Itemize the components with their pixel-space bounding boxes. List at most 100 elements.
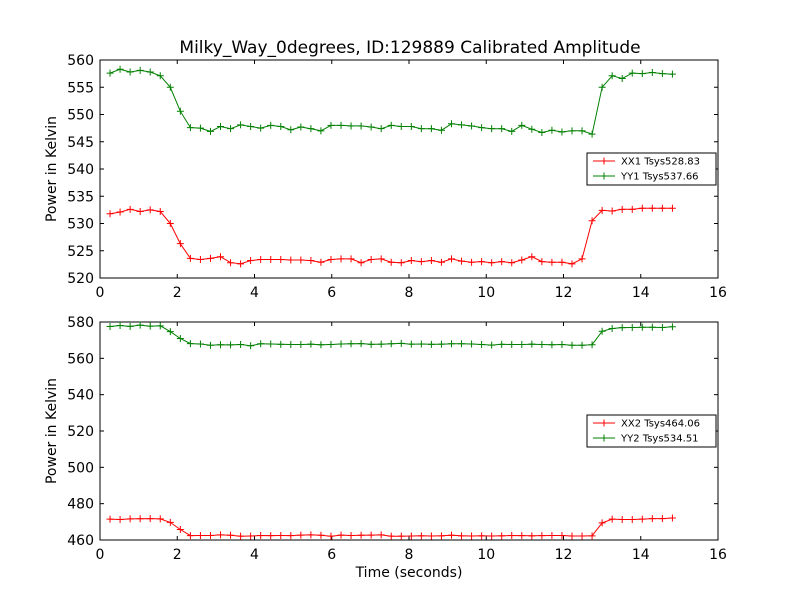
data-point <box>447 255 455 263</box>
x-tick-label: 14 <box>632 285 650 301</box>
data-point <box>598 519 606 527</box>
data-point <box>548 126 556 134</box>
data-point <box>156 72 164 80</box>
data-point <box>166 518 174 526</box>
data-point <box>377 531 385 539</box>
data-point <box>206 341 214 349</box>
data-point <box>558 341 566 349</box>
data-point <box>498 532 506 540</box>
data-point <box>548 341 556 349</box>
data-point <box>257 255 265 263</box>
series-1 <box>106 204 676 268</box>
data-point <box>618 515 626 523</box>
data-point <box>417 340 425 348</box>
data-point <box>638 70 646 78</box>
top-panel: 0 2 4 6 8 10 12 14 16 520 525 530 535 540 545 550 555 560… <box>44 53 727 301</box>
data-point <box>206 127 214 135</box>
data-point <box>227 125 235 133</box>
x-tick-label: 16 <box>709 285 727 301</box>
data-point <box>538 128 546 136</box>
bottom-panel: 0 2 4 6 8 10 12 14 16 460 480 500 520 540 560 580 Power … <box>44 315 727 581</box>
data-point <box>468 258 476 266</box>
data-point <box>538 532 546 540</box>
data-point <box>578 127 586 135</box>
data-point <box>287 256 295 264</box>
data-point <box>618 205 626 213</box>
data-point <box>277 340 285 348</box>
data-point <box>196 124 204 132</box>
data-point <box>478 532 486 540</box>
data-point <box>227 259 235 267</box>
x-tick-label: 0 <box>96 547 105 563</box>
data-point <box>297 256 305 264</box>
data-point <box>437 126 445 134</box>
y-axis-label: Power in Kelvin <box>44 378 60 484</box>
data-point <box>518 256 526 264</box>
x-tick-label: 10 <box>477 285 495 301</box>
data-point <box>417 125 425 133</box>
data-point <box>196 340 204 348</box>
data-point <box>658 204 666 212</box>
data-point <box>357 340 365 348</box>
data-point <box>126 68 134 76</box>
data-point <box>407 122 415 130</box>
data-point <box>166 83 174 91</box>
data-point <box>247 122 255 130</box>
data-point <box>116 321 124 329</box>
legend-label: YY1 Tsys537.66 <box>620 172 699 183</box>
data-point <box>317 127 325 135</box>
x-tick-label: 16 <box>709 547 727 563</box>
data-point <box>377 255 385 263</box>
data-point <box>668 323 676 331</box>
data-point <box>307 125 315 133</box>
data-point <box>538 258 546 266</box>
data-point <box>237 260 245 268</box>
data-point <box>347 531 355 539</box>
data-point <box>638 204 646 212</box>
data-point <box>407 257 415 265</box>
data-point <box>307 257 315 265</box>
data-point <box>217 341 225 349</box>
data-point <box>608 325 616 333</box>
data-point <box>146 68 154 76</box>
series-2 <box>106 65 676 138</box>
data-point <box>287 532 295 540</box>
data-point <box>367 123 375 131</box>
data-point <box>427 532 435 540</box>
data-point <box>498 258 506 266</box>
data-point <box>458 257 466 265</box>
data-point <box>648 515 656 523</box>
y-tick-label: 520 <box>67 424 94 440</box>
data-point <box>548 531 556 539</box>
data-point <box>106 69 114 77</box>
data-point <box>407 340 415 348</box>
data-point <box>528 532 536 540</box>
data-point <box>166 328 174 336</box>
data-point <box>257 531 265 539</box>
data-point <box>628 323 636 331</box>
data-point <box>337 255 345 263</box>
data-point <box>608 207 616 215</box>
data-point <box>257 340 265 348</box>
data-point <box>227 531 235 539</box>
data-point <box>508 127 516 135</box>
data-point <box>317 341 325 349</box>
data-point <box>106 515 114 523</box>
data-point <box>397 339 405 347</box>
data-point <box>518 341 526 349</box>
data-point <box>116 208 124 216</box>
data-point <box>608 515 616 523</box>
data-point <box>297 123 305 131</box>
data-point <box>327 255 335 263</box>
data-point <box>126 515 134 523</box>
data-point <box>297 531 305 539</box>
legend-marker <box>600 157 608 165</box>
data-point <box>156 322 164 330</box>
x-tick-label: 6 <box>327 285 336 301</box>
data-point <box>618 324 626 332</box>
data-point <box>648 323 656 331</box>
data-point <box>327 341 335 349</box>
data-point <box>488 341 496 349</box>
x-tick-label: 12 <box>555 285 573 301</box>
data-point <box>367 340 375 348</box>
